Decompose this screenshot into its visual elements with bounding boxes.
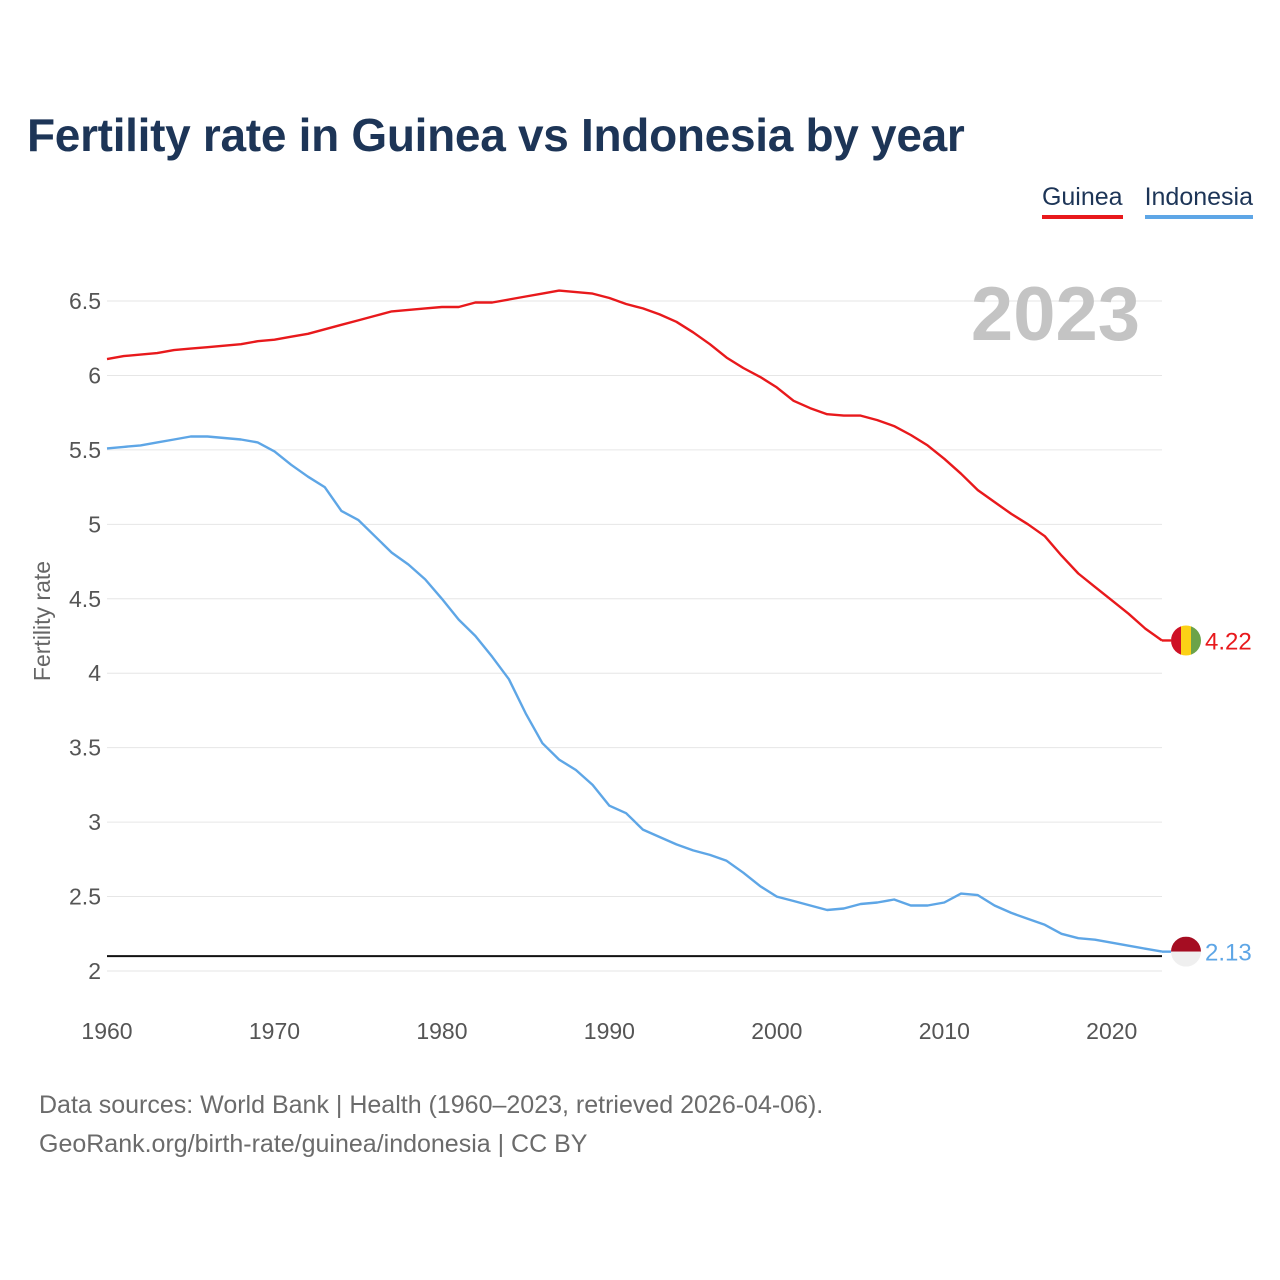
y-tick-label: 2.5 (69, 884, 101, 910)
flag-stripe-red (1171, 936, 1201, 952)
y-tick-label: 2 (88, 958, 101, 984)
series-line-indonesia (106, 435, 1163, 953)
x-tick-label: 1990 (584, 1018, 635, 1044)
series-line-guinea (106, 289, 1163, 642)
flag-stripe-green (1191, 625, 1201, 656)
legend: Guinea Indonesia (1041, 183, 1253, 219)
end-value-label: 2.13 (1205, 940, 1252, 967)
x-tick-label: 1980 (416, 1018, 467, 1044)
guinea-flag (1171, 625, 1201, 656)
x-tick-label: 2000 (751, 1018, 802, 1044)
y-tick-label: 5.5 (69, 437, 101, 463)
source-note: Data sources: World Bank | Health (1960–… (39, 1091, 824, 1119)
y-tick-label: 6 (88, 362, 101, 388)
end-value-label: 4.22 (1205, 628, 1252, 655)
x-tick-label: 2020 (1086, 1018, 1137, 1044)
x-tick-label: 1960 (81, 1018, 132, 1044)
y-tick-label: 3 (88, 809, 101, 835)
chart-title: Fertility rate in Guinea vs Indonesia by… (27, 109, 965, 161)
source-link[interactable]: GeoRank.org/birth-rate/guinea/indonesia … (39, 1130, 588, 1158)
flag-stripe-yellow (1181, 625, 1191, 656)
y-tick-label: 3.5 (69, 735, 101, 761)
x-tick-label: 2010 (919, 1018, 970, 1044)
footer: Data sources: World Bank | Health (1960–… (39, 1086, 823, 1164)
legend-item-guinea[interactable]: Guinea (1041, 183, 1123, 219)
flag-stripe-red (1171, 625, 1181, 656)
y-tick-label: 6.5 (69, 288, 101, 314)
flag-stripe-white (1171, 951, 1201, 967)
y-axis-label: Fertility rate (29, 561, 55, 681)
y-tick-label: 4.5 (69, 586, 101, 612)
indonesia-flag (1171, 936, 1201, 967)
y-tick-label: 5 (88, 511, 101, 537)
legend-item-indonesia[interactable]: Indonesia (1144, 183, 1253, 219)
y-tick-label: 4 (88, 660, 101, 686)
year-watermark: 2023 (971, 272, 1140, 357)
x-tick-label: 1970 (249, 1018, 300, 1044)
